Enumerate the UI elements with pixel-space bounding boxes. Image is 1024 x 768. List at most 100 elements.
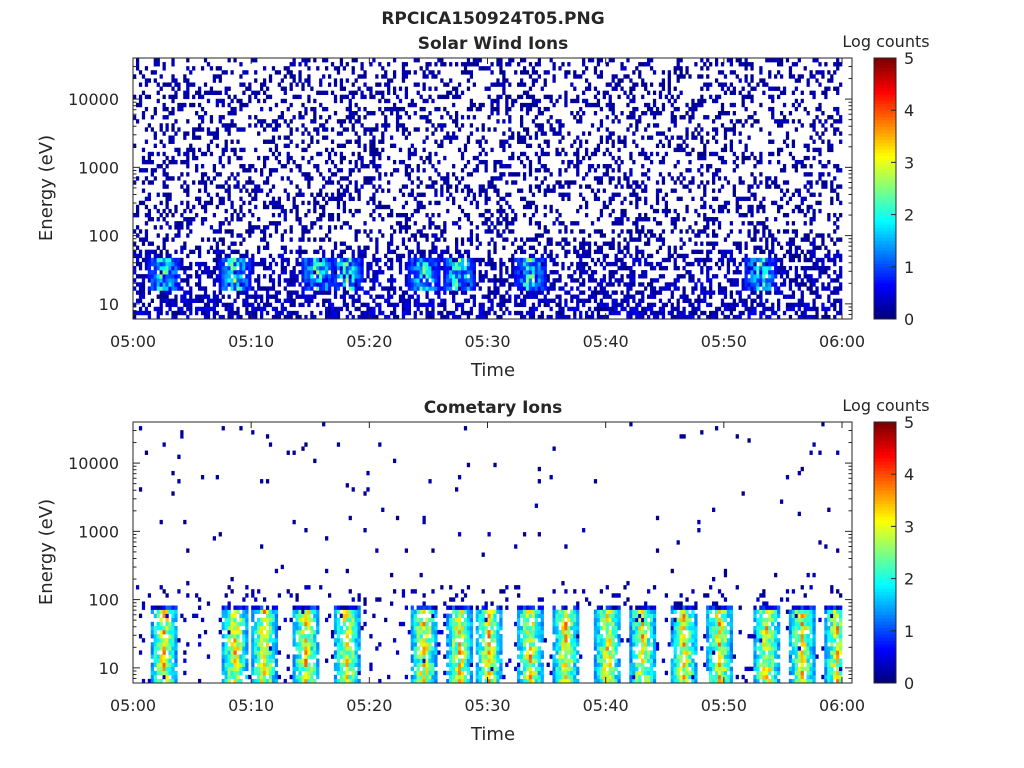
spectrogram-cell <box>750 94 754 100</box>
spectrogram-cell <box>141 257 146 263</box>
spectrogram-cell <box>260 314 264 320</box>
spectrogram-cell <box>502 131 506 136</box>
spectrogram-cell <box>301 294 305 299</box>
spectrogram-cell <box>593 66 598 71</box>
spectrogram-cell <box>313 314 317 320</box>
spectrogram-cell <box>434 290 438 295</box>
spectrogram-cell <box>443 106 447 112</box>
spectrogram-cell <box>712 188 716 193</box>
spectrogram-cell <box>416 306 420 312</box>
spectrogram-cell <box>262 78 267 83</box>
spectrogram-cell <box>709 257 713 263</box>
spectrogram-cell <box>502 78 506 83</box>
spectrogram-cell <box>165 261 169 267</box>
spectrogram-cell <box>260 229 264 234</box>
spectrogram-cell <box>307 274 311 279</box>
spectrogram-cell <box>248 314 252 320</box>
spectrogram-cell <box>183 94 187 100</box>
spectrogram-cell <box>200 94 205 100</box>
spectrogram-cell <box>522 82 527 87</box>
spectrogram-cell <box>493 241 497 246</box>
spectrogram-cell <box>546 237 550 242</box>
spectrogram-cell <box>138 282 143 287</box>
spectrogram-cell <box>735 164 739 169</box>
spectrogram-cell <box>354 265 358 271</box>
spectrogram-cell <box>505 180 509 185</box>
spectrogram-cell <box>431 180 435 185</box>
spectrogram-cell <box>709 94 713 100</box>
spectrogram-cell <box>357 115 361 120</box>
spectrogram-cell <box>174 208 178 214</box>
spectrogram-cell <box>215 298 219 303</box>
spectrogram-cell <box>156 98 160 104</box>
spectrogram-cell <box>655 123 660 128</box>
spectrogram-cell <box>455 274 459 279</box>
spectrogram-cell <box>670 188 674 193</box>
spectrogram-cell <box>384 106 388 112</box>
spectrogram-cell <box>520 82 524 87</box>
spectrogram-cell <box>434 270 438 275</box>
spectrogram-cell <box>517 131 521 136</box>
spectrogram-cell <box>647 261 651 267</box>
spectrogram-cell <box>333 270 338 275</box>
spectrogram-cell <box>230 314 234 320</box>
spectrogram-cell <box>431 286 435 291</box>
spectrogram-cell <box>478 310 482 316</box>
spectrogram-cell <box>517 172 521 177</box>
spectrogram-cell <box>691 176 695 181</box>
spectrogram-cell <box>502 278 506 283</box>
spectrogram-cell <box>528 102 533 108</box>
spectrogram-cell <box>404 94 409 100</box>
spectrogram-cell <box>525 70 530 75</box>
spectrogram-cell <box>732 302 736 308</box>
spectrogram-cell <box>700 282 704 287</box>
spectrogram-cell <box>649 106 654 112</box>
spectrogram-cell <box>543 82 547 87</box>
spectrogram-cell <box>697 302 701 308</box>
spectrogram-cell <box>652 123 657 128</box>
spectrogram-cell <box>700 180 704 185</box>
spectrogram-cell <box>203 180 208 185</box>
spectrogram-cell <box>437 237 441 242</box>
spectrogram-cell <box>239 241 243 246</box>
spectrogram-cell <box>611 196 615 202</box>
spectrogram-cell <box>274 204 279 210</box>
spectrogram-cell <box>401 225 406 230</box>
spectrogram-cell <box>162 131 166 136</box>
spectrogram-cell <box>694 282 698 287</box>
spectrogram-cell <box>611 139 615 144</box>
spectrogram-cell <box>478 143 482 149</box>
spectrogram-cell <box>440 62 444 67</box>
spectrogram-cell <box>493 184 497 189</box>
spectrogram-cell <box>265 298 270 303</box>
spectrogram-cell <box>706 290 710 295</box>
spectrogram-cell <box>626 245 630 250</box>
spectrogram-cell <box>144 196 149 202</box>
spectrogram-cell <box>413 102 417 108</box>
spectrogram-cell <box>147 270 152 275</box>
spectrogram-cell <box>700 86 704 91</box>
spectrogram-cell <box>156 282 160 287</box>
spectrogram-cell <box>723 159 728 165</box>
spectrogram-cell <box>197 294 202 299</box>
spectrogram-cell <box>307 298 311 303</box>
spectrogram-cell <box>378 164 382 169</box>
spectrogram-cell <box>549 286 553 291</box>
spectrogram-cell <box>534 278 539 283</box>
spectrogram-cell <box>375 164 379 169</box>
spectrogram-cell <box>227 221 231 226</box>
spectrogram-cell <box>738 176 742 181</box>
spectrogram-cell <box>703 184 707 189</box>
spectrogram-cell <box>700 94 704 100</box>
spectrogram-cell <box>301 123 305 128</box>
spectrogram-cell <box>534 204 539 210</box>
spectrogram-cell <box>546 168 550 173</box>
spectrogram-cell <box>661 70 666 75</box>
spectrogram-cell <box>144 106 149 112</box>
spectrogram-cell <box>245 306 249 312</box>
spectrogram-cell <box>466 159 471 165</box>
spectrogram-cell <box>750 208 754 214</box>
spectrogram-cell <box>322 286 326 291</box>
spectrogram-cell <box>623 212 627 218</box>
spectrogram-cell <box>732 306 736 312</box>
